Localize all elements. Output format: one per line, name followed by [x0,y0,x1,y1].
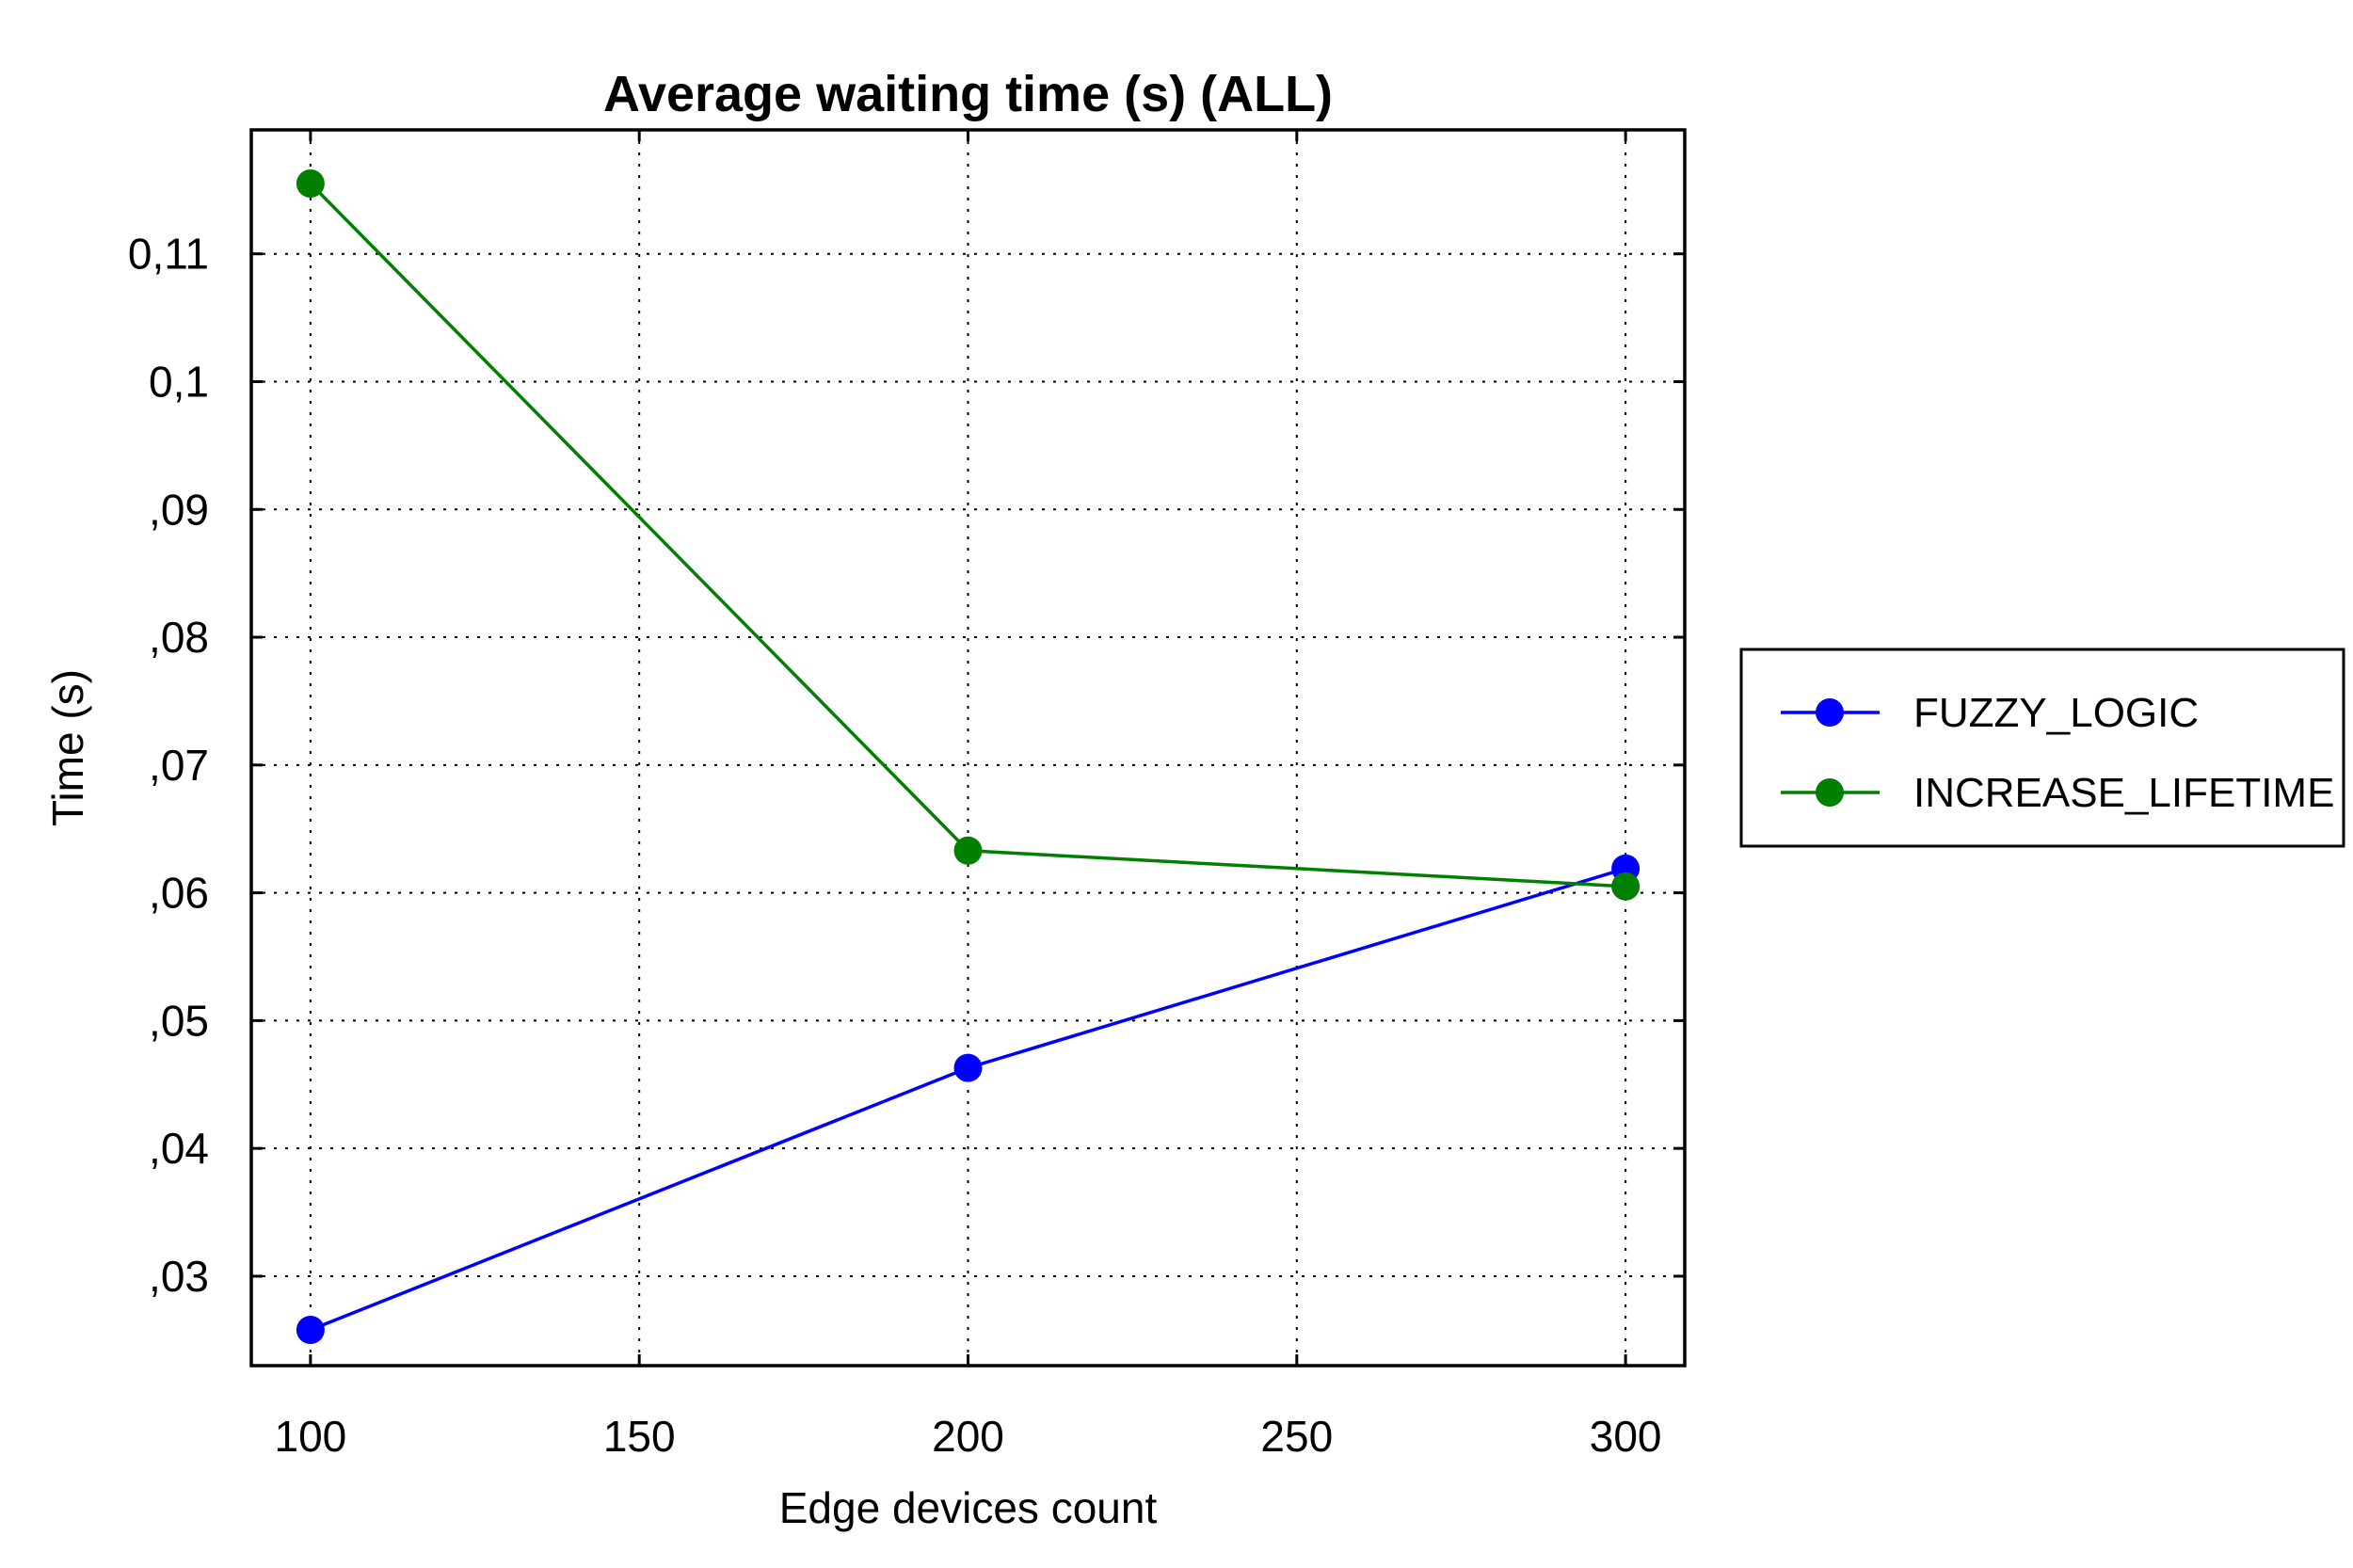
x-tick-label: 150 [603,1412,676,1461]
x-tick-label: 200 [932,1412,1004,1461]
series-layer [296,169,1641,1344]
legend: FUZZY_LOGIC INCREASE_LIFETIME [1739,648,2345,848]
y-tick-label: 0,11 [128,230,209,279]
y-tick-label: ,03 [149,1252,209,1301]
y-tick-label: ,04 [149,1124,209,1173]
x-axis-label: Edge devices count [779,1483,1158,1532]
data-point [1611,872,1641,901]
plot-frame [249,128,1687,1368]
x-tick-label: 300 [1590,1412,1662,1461]
series [296,169,1641,901]
y-tick-label: ,06 [149,869,209,918]
data-point [953,1053,983,1082]
y-tick-label: ,07 [149,741,209,790]
y-tick-label: ,09 [149,485,209,534]
legend-label: FUZZY_LOGIC [1913,690,2199,736]
legend-box [1739,648,2345,848]
legend-marker [1816,778,1844,807]
data-point [296,169,325,199]
data-point [296,1315,325,1344]
data-point [953,836,983,865]
y-tick-label: 0,1 [149,357,209,406]
y-tick-label: ,08 [149,613,209,662]
legend-items: FUZZY_LOGIC INCREASE_LIFETIME [1781,690,2334,816]
y-tick-label: ,05 [149,996,209,1045]
axis-ticks: 100 150 200 250 300 ,03 ,04 ,05 ,06 ,07 ,08 ,09 0,1 0… [128,130,1685,1461]
grid [251,130,1685,1366]
legend-label: INCREASE_LIFETIME [1913,770,2334,816]
chart-title: Average waiting time (s) (ALL) [603,66,1333,122]
series [296,854,1641,1344]
legend-item: INCREASE_LIFETIME [1781,770,2334,816]
y-axis-label: Time (s) [43,669,92,826]
x-tick-label: 250 [1260,1412,1333,1461]
x-tick-label: 100 [275,1412,347,1461]
legend-item: FUZZY_LOGIC [1781,690,2199,736]
legend-marker [1816,698,1844,727]
